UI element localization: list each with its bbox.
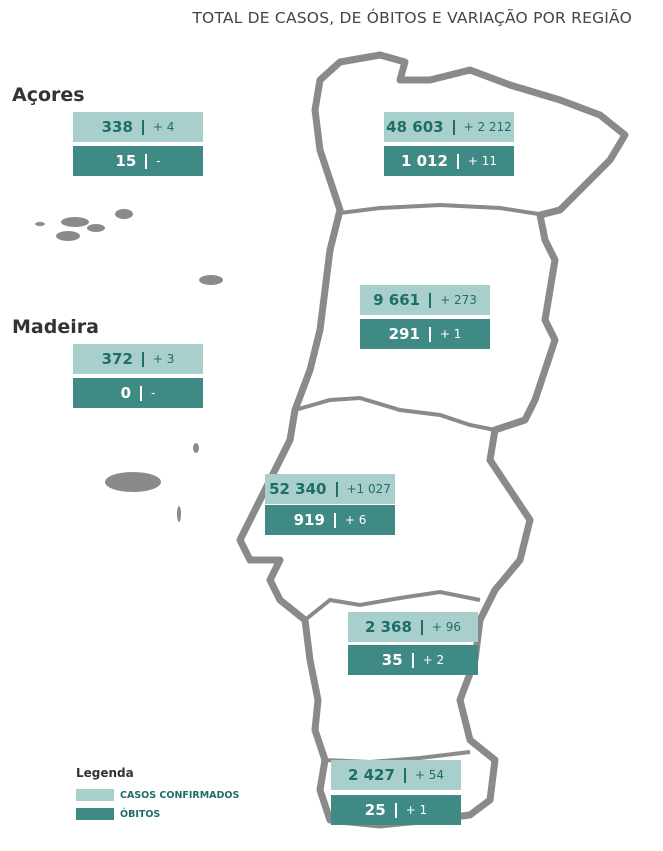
islands [35, 209, 223, 522]
region-label: Madeira [12, 316, 99, 338]
change-value: +1 027 [346, 482, 391, 496]
separator [333, 512, 336, 528]
deaths-value: 25 [364, 801, 386, 819]
cases-value: 2 368 [364, 618, 412, 636]
legend-title: Legenda [76, 766, 134, 780]
separator [335, 481, 338, 497]
change-value: + 1 [439, 327, 462, 341]
cases-value: 48 603 [386, 118, 444, 136]
deaths-value: 35 [381, 651, 403, 669]
title: TOTAL DE CASOS, DE ÓBITOS E VARIAÇÃO POR… [192, 9, 632, 27]
cases-box: 372 + 3 [73, 344, 203, 374]
deaths-value: 0 [120, 384, 132, 402]
change-value: + 96 [431, 620, 462, 634]
change-value: + 11 [467, 154, 498, 168]
legend-label: ÓBITOS [120, 809, 161, 820]
region-label: Açores [12, 84, 85, 106]
cases-value: 9 661 [373, 291, 421, 309]
cases-value: 2 427 [347, 766, 395, 784]
separator [456, 153, 459, 169]
deaths-box: 1 012 + 11 [384, 146, 514, 176]
legend-swatch [76, 808, 114, 820]
deaths-value: 291 [388, 325, 420, 343]
separator [420, 619, 423, 635]
separator [140, 385, 143, 401]
deaths-value: 15 [115, 152, 137, 170]
separator [141, 119, 144, 135]
separator [403, 767, 406, 783]
change-value: - [156, 154, 161, 168]
cases-box: 2 368 + 96 [348, 612, 478, 642]
deaths-value: 919 [293, 511, 325, 529]
change-value: + 273 [440, 293, 477, 307]
change-value: + 54 [414, 768, 445, 782]
deaths-box: 25 + 1 [331, 795, 461, 825]
cases-value: 52 340 [269, 480, 327, 498]
change-value: + 3 [152, 352, 175, 366]
change-value: + 1 [405, 803, 428, 817]
change-value: + 6 [344, 513, 367, 527]
deaths-box: 15 - [73, 146, 203, 176]
cases-box: 2 427 + 54 [331, 760, 461, 790]
cases-box: 9 661 + 273 [360, 285, 490, 315]
legend-label: CASOS CONFIRMADOS [120, 790, 240, 801]
mainland-outline [236, 51, 629, 829]
change-value: + 2 [422, 653, 445, 667]
cases-value: 338 [101, 118, 133, 136]
deaths-value: 1 012 [400, 152, 448, 170]
separator [411, 652, 414, 668]
change-value: + 2 212 [463, 120, 512, 134]
cases-box: 338 + 4 [73, 112, 203, 142]
change-value: - [151, 386, 156, 400]
cases-box: 52 340 +1 027 [265, 474, 395, 504]
deaths-box: 291 + 1 [360, 319, 490, 349]
deaths-box: 35 + 2 [348, 645, 478, 675]
separator [452, 119, 455, 135]
separator [141, 351, 144, 367]
cases-value: 372 [101, 350, 133, 368]
legend-swatch [76, 789, 114, 801]
separator [145, 153, 148, 169]
change-value: + 4 [152, 120, 175, 134]
deaths-box: 0- [73, 378, 203, 408]
cases-box: 48 603 + 2 212 [384, 112, 514, 142]
separator [428, 326, 431, 342]
deaths-box: 919 + 6 [265, 505, 395, 535]
separator [429, 292, 432, 308]
separator [394, 802, 397, 818]
